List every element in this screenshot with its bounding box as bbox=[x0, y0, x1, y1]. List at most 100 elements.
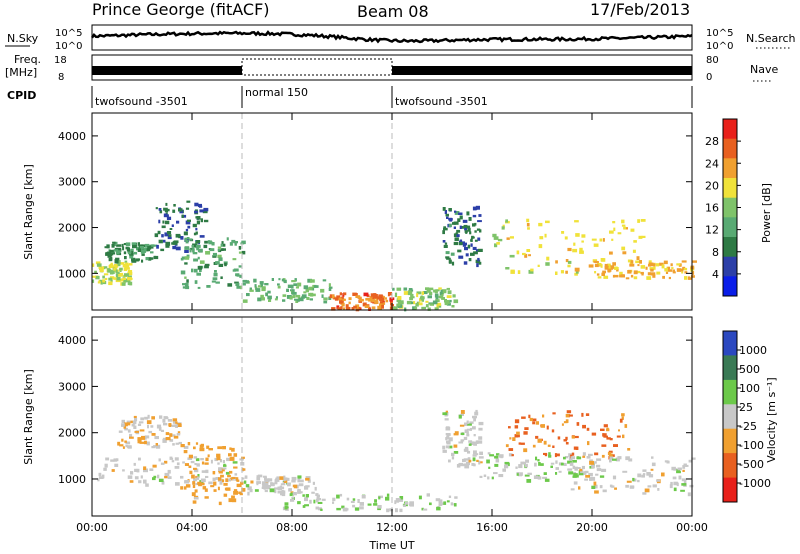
power-cell bbox=[151, 244, 155, 247]
power-cell bbox=[352, 292, 357, 296]
vel-band-1 bbox=[117, 414, 182, 449]
vel-cell bbox=[123, 425, 127, 429]
vel-cell bbox=[244, 475, 248, 479]
vel-cell bbox=[194, 497, 199, 500]
vel-cell bbox=[394, 500, 397, 505]
power-cell bbox=[404, 307, 407, 312]
power-band-2 bbox=[154, 200, 209, 253]
power-cell bbox=[102, 266, 108, 269]
power-cell bbox=[184, 262, 188, 265]
vel-cell bbox=[471, 442, 475, 445]
vel-cell bbox=[305, 477, 310, 481]
power-cell bbox=[640, 219, 646, 222]
power-cell bbox=[687, 276, 691, 280]
vel-cell bbox=[256, 483, 259, 486]
power-cell bbox=[185, 239, 189, 244]
power-cell bbox=[443, 226, 446, 229]
vel-band-8 bbox=[570, 456, 696, 497]
power-cell bbox=[287, 284, 293, 288]
power-cell bbox=[199, 260, 205, 264]
vel-cell bbox=[133, 420, 136, 425]
vel-cell bbox=[648, 474, 654, 478]
vel-colorbar-tick-label: -1000 bbox=[739, 477, 771, 490]
power-cell bbox=[131, 257, 136, 261]
vel-cell bbox=[570, 456, 575, 460]
vel-cell bbox=[339, 493, 343, 497]
vel-cell bbox=[399, 496, 404, 500]
velocity-data-layer bbox=[97, 409, 696, 513]
power-cell bbox=[632, 249, 636, 253]
vel-cell bbox=[223, 493, 228, 497]
power-cell bbox=[477, 220, 482, 223]
cpid-label: CPID bbox=[7, 89, 36, 102]
power-cell bbox=[268, 299, 272, 302]
vel-cell bbox=[264, 485, 269, 490]
power-cell bbox=[446, 287, 450, 290]
power-cell bbox=[403, 291, 409, 295]
vel-cell bbox=[532, 418, 537, 422]
power-cell bbox=[397, 296, 402, 300]
power-cell bbox=[646, 276, 652, 280]
power-cell bbox=[195, 227, 198, 231]
power-cell bbox=[555, 260, 558, 264]
vel-cell bbox=[131, 424, 135, 427]
vel-cell bbox=[201, 470, 206, 473]
vel-cell bbox=[584, 470, 589, 474]
vel-cell bbox=[232, 498, 237, 503]
vel-cell bbox=[591, 432, 597, 436]
vel-cell bbox=[143, 466, 147, 470]
vel-cell bbox=[563, 462, 567, 466]
vel-cell bbox=[169, 456, 173, 459]
vel-cell bbox=[666, 460, 670, 464]
power-cell bbox=[474, 239, 478, 242]
vel-cell bbox=[163, 422, 168, 426]
power-cell bbox=[119, 267, 123, 271]
power-cell bbox=[186, 237, 190, 239]
power-cell bbox=[222, 248, 226, 251]
vel-cell bbox=[134, 468, 138, 472]
vel-cell bbox=[116, 458, 119, 462]
power-cell bbox=[454, 237, 459, 241]
vel-cell bbox=[156, 424, 162, 429]
power-cell bbox=[94, 270, 97, 274]
vel-cell bbox=[504, 461, 510, 465]
vel-cell bbox=[524, 474, 530, 477]
vel-cell bbox=[283, 480, 288, 483]
power-cell bbox=[295, 299, 299, 303]
power-cell bbox=[308, 287, 312, 290]
vel-cell bbox=[543, 440, 547, 445]
vel-cell bbox=[225, 478, 229, 483]
vel-cell bbox=[315, 493, 319, 496]
vel-cell bbox=[279, 476, 284, 480]
vel-cell bbox=[488, 466, 491, 469]
vel-cell bbox=[297, 475, 302, 479]
vel-cell bbox=[678, 475, 682, 480]
vel-cell bbox=[177, 431, 181, 435]
vel-cell bbox=[508, 448, 514, 451]
power-cell bbox=[479, 229, 482, 233]
vel-cell bbox=[542, 414, 545, 418]
power-cell bbox=[198, 203, 202, 208]
vel-cell bbox=[183, 486, 187, 490]
power-cell bbox=[607, 263, 611, 268]
power-cell bbox=[339, 292, 342, 296]
power-cell bbox=[336, 295, 340, 300]
vel-cell bbox=[436, 506, 441, 511]
power-cell bbox=[197, 265, 203, 270]
power-cell bbox=[200, 218, 203, 223]
power-cell bbox=[422, 291, 428, 295]
vel-cell bbox=[172, 434, 176, 437]
vel-cell bbox=[127, 429, 131, 433]
power-cell bbox=[342, 307, 346, 311]
vel-cell bbox=[615, 457, 620, 462]
power-cell bbox=[384, 297, 387, 300]
power-cell bbox=[343, 292, 347, 296]
vel-cell bbox=[354, 507, 360, 511]
power-cell bbox=[96, 263, 102, 267]
vel-cell bbox=[571, 452, 575, 456]
vel-cell bbox=[173, 424, 179, 427]
power-cell bbox=[291, 289, 295, 292]
power-cell bbox=[453, 241, 459, 246]
vel-cell bbox=[596, 464, 601, 468]
vel-cell bbox=[532, 444, 536, 448]
